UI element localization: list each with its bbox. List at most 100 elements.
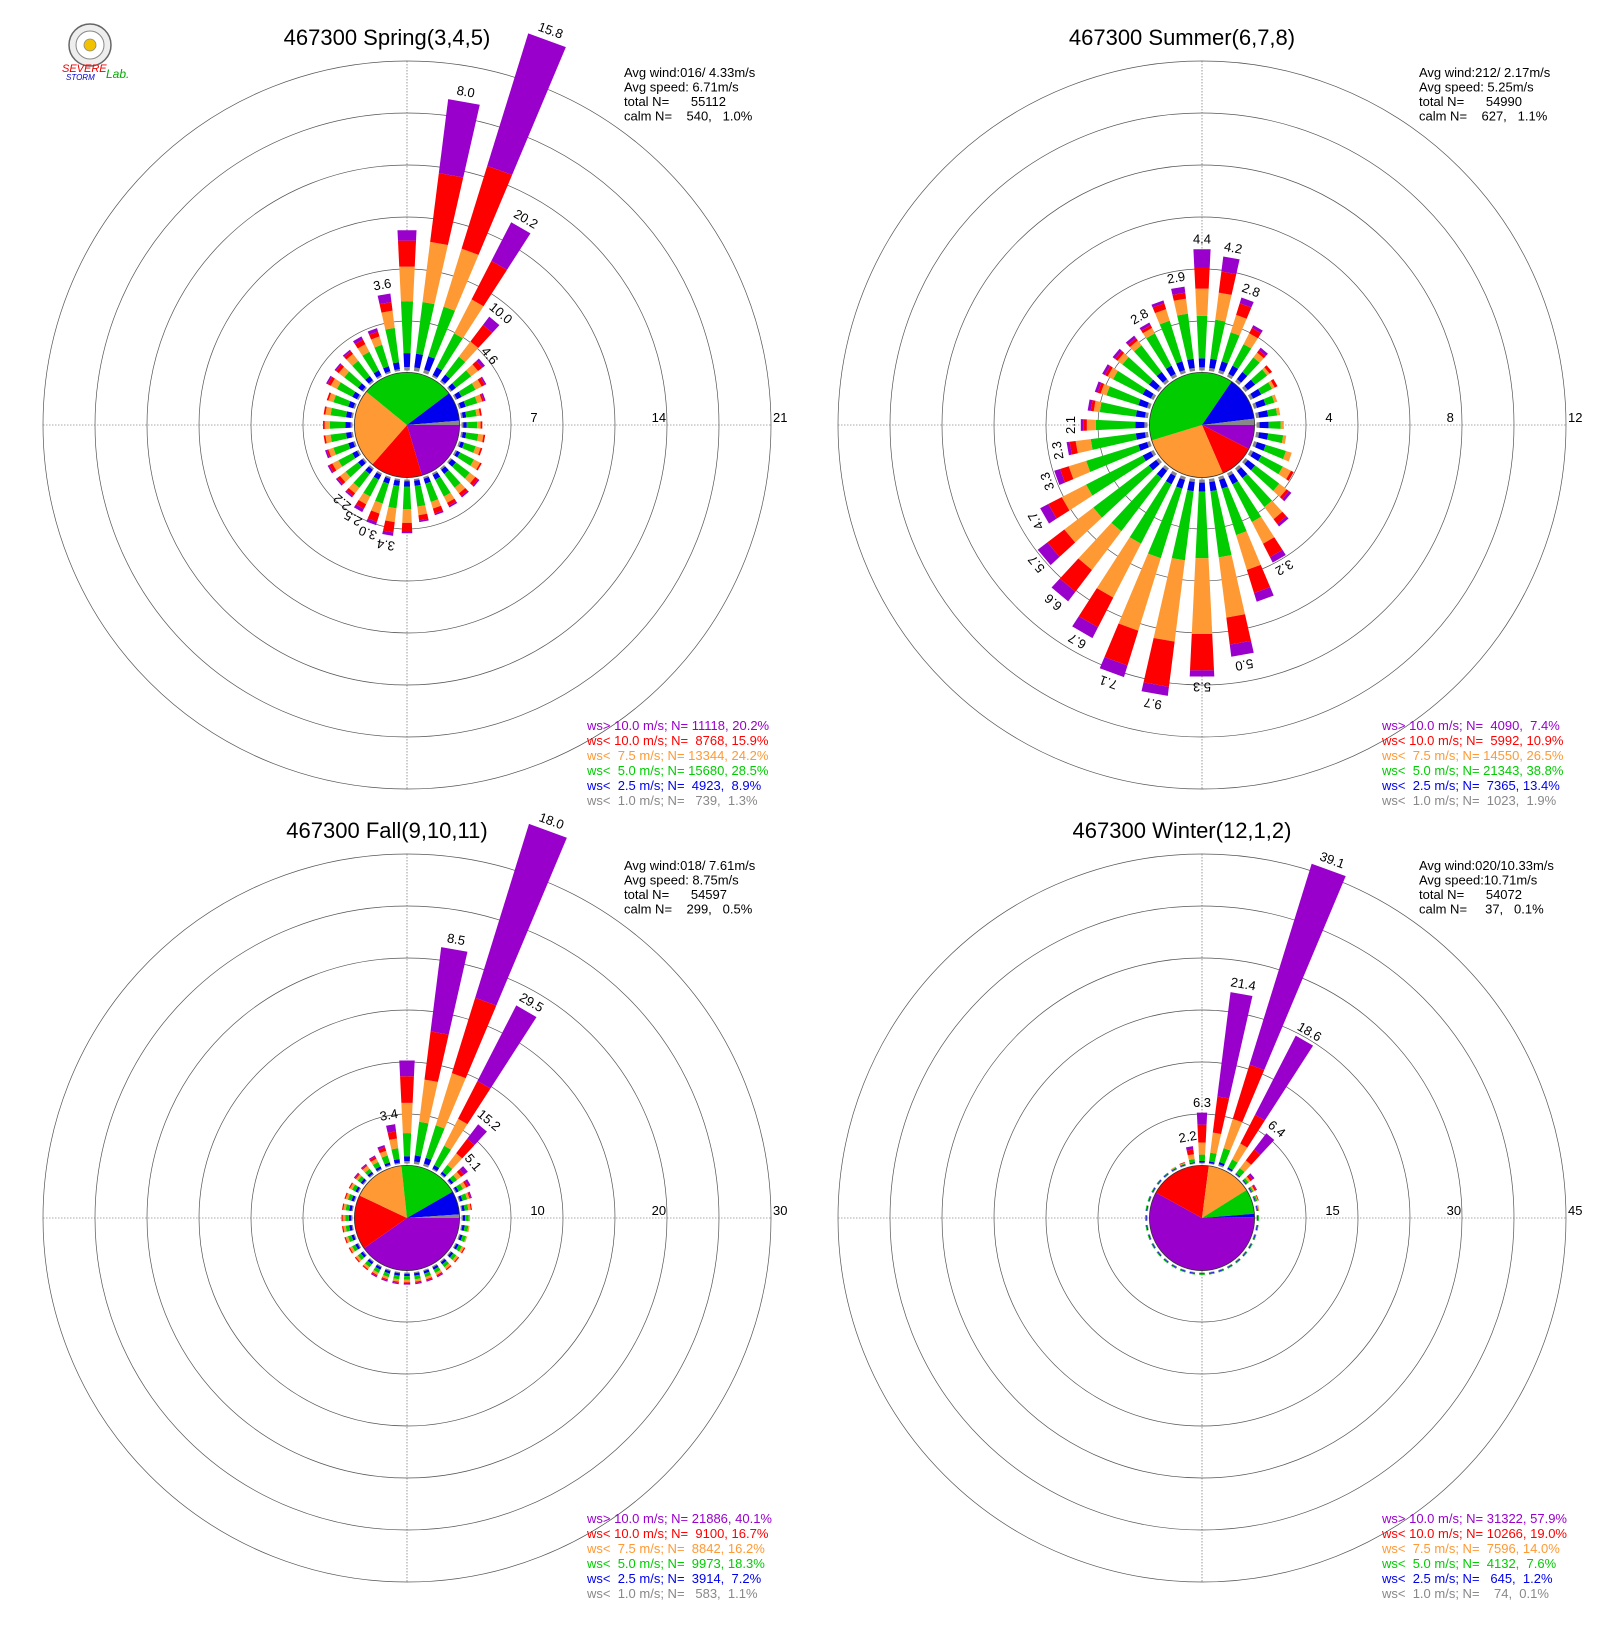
bar-segment xyxy=(342,1215,343,1221)
bar-segment xyxy=(386,1124,396,1133)
bar-segment xyxy=(1194,267,1209,288)
radial-tick-label: 7 xyxy=(530,410,537,425)
bar-segment xyxy=(403,1133,411,1156)
bar-segment xyxy=(404,1280,410,1282)
bar-value-label: 7.1 xyxy=(1097,672,1119,692)
stat-avg-wind: Avg wind:020/10.33m/s xyxy=(1419,858,1554,873)
bar-segment xyxy=(487,33,566,175)
bar-segment xyxy=(374,345,388,369)
bar-segment xyxy=(1221,256,1239,274)
bar-segment xyxy=(1219,1148,1230,1164)
legend-entry-lt5: ws< 5.0 m/s; N= 4132, 7.6% xyxy=(1381,1556,1557,1571)
bar-segment xyxy=(401,1103,412,1133)
bar-segment xyxy=(1145,1215,1146,1221)
legend-entry-lt5: ws< 5.0 m/s; N= 9973, 18.3% xyxy=(586,1556,765,1571)
legend-entry-lt1: ws< 1.0 m/s; N= 739, 1.3% xyxy=(586,793,758,808)
bar-value-label: 5.3 xyxy=(1193,679,1211,694)
stat-avg-wind: Avg wind:018/ 7.61m/s xyxy=(624,858,756,873)
bar-segment xyxy=(325,421,330,429)
bar-segment xyxy=(403,486,411,509)
bar-segment xyxy=(1232,1144,1247,1163)
radial-tick-label: 45 xyxy=(1568,1203,1582,1218)
bar-segment xyxy=(1209,481,1217,491)
bar-segment xyxy=(1210,320,1225,360)
direction-bars xyxy=(1038,249,1294,696)
bar-segment xyxy=(1136,410,1146,418)
bar-value-label: 2.3 xyxy=(1049,440,1067,460)
bar-segment xyxy=(415,1122,429,1157)
bar-value-label: 5.0 xyxy=(1234,656,1254,674)
legend-entry-lt25: ws< 2.5 m/s; N= 645, 1.2% xyxy=(1381,1571,1553,1586)
bar-value-label: 3.4 xyxy=(379,1106,399,1124)
bar-value-label: 4.4 xyxy=(1193,232,1211,247)
legend: ws> 10.0 m/s; N= 11118, 20.2%ws< 10.0 m/… xyxy=(586,718,770,808)
bar-segment xyxy=(385,507,396,522)
legend-entry-gt10: ws> 10.0 m/s; N= 11118, 20.2% xyxy=(586,718,770,733)
bar-segment xyxy=(469,1215,470,1221)
bar-segment xyxy=(462,1215,463,1220)
bar-segment xyxy=(1199,483,1206,492)
bar-segment xyxy=(439,99,480,177)
bar-segment xyxy=(1144,638,1175,687)
bar-segment xyxy=(1281,421,1284,429)
legend-entry-lt25: ws< 2.5 m/s; N= 7365, 13.4% xyxy=(1381,778,1560,793)
stat-avg-speed: Avg speed: 5.25m/s xyxy=(1419,80,1534,95)
logo-text-storm: STORM xyxy=(66,73,95,82)
bar-segment xyxy=(463,422,466,428)
bar-segment xyxy=(1144,422,1147,428)
bar-value-label: 2.1 xyxy=(1063,416,1078,434)
bar-segment xyxy=(414,354,423,369)
bar-segment xyxy=(463,1215,465,1221)
stat-avg-speed: Avg speed: 8.75m/s xyxy=(624,873,739,888)
bar-segment xyxy=(1258,1215,1259,1221)
bar-segment xyxy=(399,267,414,302)
bar-segment xyxy=(491,222,530,270)
severe-storm-lab-logo: SEVERE STORM Lab. xyxy=(62,24,129,82)
bar-segment xyxy=(343,1215,345,1221)
radial-tick-label: 30 xyxy=(1447,1203,1461,1218)
bar-segment xyxy=(402,531,413,533)
stat-avg-wind: Avg wind:212/ 2.17m/s xyxy=(1419,65,1551,80)
bar-segment xyxy=(1267,433,1283,443)
bar-segment xyxy=(1100,402,1137,416)
bar-segment xyxy=(1135,422,1144,429)
bar-segment xyxy=(417,505,427,515)
bar-value-label: 3.3 xyxy=(1037,470,1057,492)
bar-segment xyxy=(399,1060,414,1076)
bar-segment xyxy=(1199,480,1205,483)
radial-tick-label: 15 xyxy=(1325,1203,1339,1218)
bar-segment xyxy=(1199,367,1205,370)
radial-tick-label: 4 xyxy=(1325,410,1332,425)
legend-entry-lt1: ws< 1.0 m/s; N= 1023, 1.9% xyxy=(1381,793,1557,808)
bar-segment xyxy=(431,947,468,1034)
legend-entry-lt25: ws< 2.5 m/s; N= 3914, 7.2% xyxy=(586,1571,762,1586)
bar-segment xyxy=(472,261,507,306)
bar-segment xyxy=(1209,359,1217,369)
stat-avg-wind: Avg wind:016/ 4.33m/s xyxy=(624,65,756,80)
bar-segment xyxy=(1258,410,1268,418)
bar-segment xyxy=(401,301,413,353)
center-pie xyxy=(354,372,459,477)
legend-entry-lt75: ws< 7.5 m/s; N= 7596, 14.0% xyxy=(1381,1541,1560,1556)
legend-entry-lt5: ws< 5.0 m/s; N= 15680, 28.5% xyxy=(586,763,769,778)
bar-segment xyxy=(1081,419,1084,431)
radial-tick-labels: 15 30 45 xyxy=(1325,1203,1582,1218)
bar-segment xyxy=(346,432,352,439)
bar-segment xyxy=(1267,408,1277,416)
bar-segment xyxy=(414,1155,421,1162)
bar-segment xyxy=(1190,670,1215,676)
bar-segment xyxy=(424,356,435,371)
bar-segment xyxy=(404,1274,410,1276)
bar-segment xyxy=(403,353,410,367)
bar-segment xyxy=(1257,1215,1258,1220)
logo-text-lab: Lab. xyxy=(106,67,129,81)
legend-entry-lt75: ws< 7.5 m/s; N= 8842, 16.2% xyxy=(586,1541,765,1556)
legend-entry-lt75: ws< 7.5 m/s; N= 13344, 24.2% xyxy=(586,748,769,763)
bar-segment xyxy=(351,422,353,428)
bar-segment xyxy=(1199,1274,1205,1275)
legend-entry-lt75: ws< 7.5 m/s; N= 14550, 26.5% xyxy=(1381,748,1564,763)
stat-calm: calm N= 299, 0.5% xyxy=(624,902,753,917)
